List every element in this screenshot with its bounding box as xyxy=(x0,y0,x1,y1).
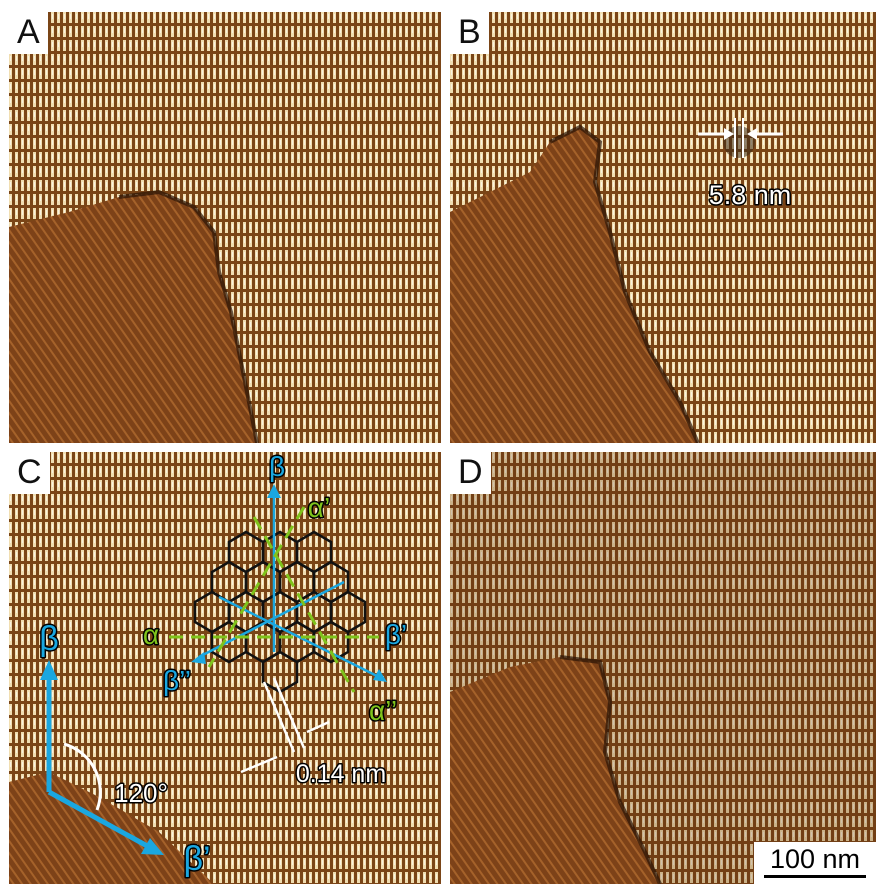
panel-label-b: B xyxy=(450,12,489,54)
scale-bar-line xyxy=(764,875,866,878)
label-beta-prime-lattice: β’ xyxy=(385,619,407,650)
angle-label: 120° xyxy=(114,778,168,808)
label-alpha: α xyxy=(143,619,159,650)
panel-d: D 100 nm xyxy=(450,452,876,884)
lattice-overlay: β α’ α β’ β’’ α’’ 0.14 nm β β’ 120° xyxy=(38,452,409,880)
alpha-directions xyxy=(169,506,379,693)
label-beta-prime-axis: β’ xyxy=(183,840,210,878)
panel-c: β α’ α β’ β’’ α’’ 0.14 nm β β’ 120° C xyxy=(9,452,441,884)
afm-image-d xyxy=(450,452,876,884)
spacing-annotation: 5.8 nm xyxy=(698,118,793,212)
panel-label-d: D xyxy=(450,452,491,494)
reference-axes xyxy=(40,660,164,855)
beta-directions xyxy=(198,492,380,679)
scale-bar-label: 100 nm xyxy=(769,844,861,874)
afm-image-b xyxy=(450,12,876,443)
panel-label-a: A xyxy=(9,12,48,54)
lattice-spacing-label: 0.14 nm xyxy=(296,760,386,788)
label-beta-double: β’’ xyxy=(163,665,191,696)
honeycomb-lattice xyxy=(193,530,367,694)
label-beta-top: β xyxy=(269,452,285,482)
label-alpha-prime: α’ xyxy=(308,492,330,523)
panel-label-c: C xyxy=(9,452,50,494)
label-alpha-double: α’’ xyxy=(369,695,397,726)
spacing-label: 5.8 nm xyxy=(709,180,792,210)
panel-a: A xyxy=(9,12,441,443)
afm-image-a xyxy=(9,12,441,443)
scale-bar: 100 nm xyxy=(754,842,876,884)
label-beta-axis: β xyxy=(39,620,59,658)
panel-b: 5.8 nm B xyxy=(450,12,876,443)
spacing-marker xyxy=(240,677,330,774)
